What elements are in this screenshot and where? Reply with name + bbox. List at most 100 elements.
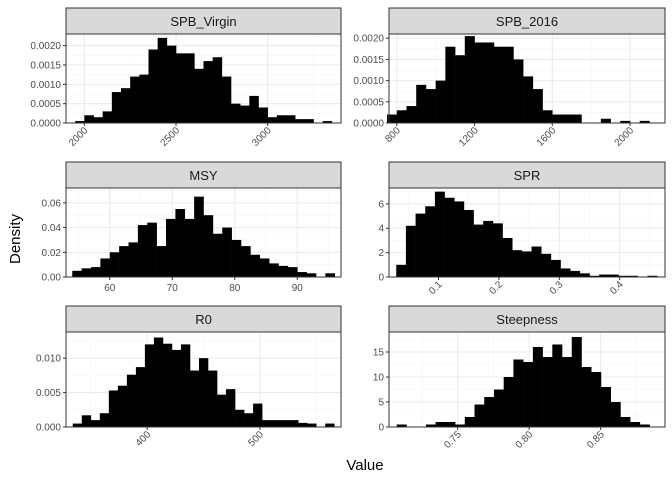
histogram-bar [523, 76, 534, 123]
histogram-bar [100, 258, 111, 277]
histogram-bar [531, 246, 542, 277]
facet-strip-label: SPR [514, 168, 541, 183]
histogram-bar [581, 367, 592, 427]
facet-strip [388, 305, 666, 333]
histogram-bar [90, 420, 101, 427]
histogram-bar [425, 89, 436, 123]
histogram-bar [156, 246, 167, 277]
histogram-bar [600, 387, 611, 427]
y-tick-label: 15 [373, 348, 385, 359]
y-tick-label: 0.0000 [30, 119, 61, 130]
histogram-bar [503, 46, 514, 123]
y-tick-label: 0.0015 [30, 60, 61, 71]
histogram-bar [258, 107, 268, 123]
panel-border [388, 331, 666, 428]
histogram-bar [212, 233, 223, 277]
histogram-bar [406, 106, 417, 123]
histogram-bar [502, 237, 513, 277]
x-tick-label: 70 [167, 283, 179, 294]
histogram-bar [222, 227, 232, 277]
facet-panels: SPB_Virgin0.00000.00050.00100.00150.0020… [30, 7, 666, 451]
histogram-bar [396, 110, 407, 123]
histogram-bar [148, 49, 158, 124]
histogram-bar [639, 424, 650, 427]
histogram-bar [473, 224, 484, 277]
histogram-bar [493, 389, 504, 427]
histogram-bar [484, 397, 495, 427]
x-tick-label: 0.4 [608, 279, 626, 297]
histogram-bar [221, 76, 232, 123]
x-tick-label: 0.2 [487, 279, 505, 297]
histogram-bar [250, 254, 261, 277]
histogram-bar [231, 103, 241, 123]
histogram-bar [618, 275, 629, 277]
y-tick-label: 2 [378, 248, 384, 259]
histogram-bar [493, 46, 504, 123]
histogram-bar [147, 222, 157, 277]
histogram-bar [75, 121, 85, 123]
histogram-bar [444, 197, 455, 277]
y-tick-label: 0.06 [42, 198, 62, 209]
histogram-bar [194, 68, 204, 123]
histogram-bar [435, 422, 446, 427]
histogram-bar [571, 337, 582, 427]
histogram-bar [304, 119, 314, 123]
panel-border [388, 187, 666, 278]
histogram-bar [102, 111, 113, 123]
histogram-bar [81, 268, 92, 277]
histogram-bar [130, 76, 140, 123]
histogram-bar [185, 53, 195, 123]
histogram-bar [99, 413, 110, 427]
histogram-bar [532, 89, 543, 123]
facet-strip-label: MSY [189, 168, 218, 183]
histogram-bar [463, 209, 474, 277]
histogram-bar [325, 423, 335, 427]
x-tick-label: 90 [292, 283, 304, 294]
facet-strip [388, 7, 666, 35]
x-tick-label: 2500 [159, 125, 183, 149]
panel-border [65, 187, 342, 278]
histogram-bar [180, 344, 191, 427]
histogram-bar [194, 196, 204, 277]
histogram-bar [144, 344, 155, 427]
histogram-bar [620, 120, 631, 123]
histogram-bar [550, 259, 561, 277]
x-tick-label: 0.3 [548, 279, 566, 297]
histogram-bar [109, 252, 120, 277]
histogram-bar [289, 420, 299, 427]
histogram-bar [166, 218, 176, 277]
histogram-bar [72, 423, 83, 427]
histogram-bar [137, 225, 148, 277]
histogram-bar [571, 114, 582, 123]
histogram-bar [244, 413, 254, 427]
histogram-bar [325, 273, 336, 277]
x-tick-label: 0.1 [427, 279, 445, 297]
x-tick-label: 2000 [67, 125, 91, 149]
histogram-bar [396, 424, 407, 427]
histogram-bar [513, 359, 524, 427]
histogram-bar [166, 45, 177, 123]
histogram-bar [108, 390, 119, 427]
histogram-bar [405, 225, 416, 277]
histogram-bar [184, 218, 195, 277]
histogram-bar [298, 422, 308, 427]
histogram-bar [562, 357, 573, 427]
histogram-bar [91, 267, 101, 277]
y-tick-label: 0.000 [36, 423, 61, 434]
histogram-bar [416, 84, 427, 123]
histogram-bar [647, 275, 658, 277]
histogram-bar [589, 275, 600, 277]
x-tick-label: 400 [134, 429, 154, 449]
histogram-bar [231, 239, 242, 277]
y-tick-label: 0.0010 [353, 76, 384, 87]
histogram-bar [176, 53, 186, 123]
histogram-bar [608, 274, 619, 277]
y-axis-title: Density [7, 213, 24, 264]
y-tick-label: 6 [378, 199, 384, 210]
histogram-bar [212, 57, 223, 123]
histogram-bar [240, 105, 250, 123]
histogram-bar [434, 191, 445, 277]
histogram-bar [72, 270, 82, 277]
histogram-bar [484, 42, 495, 123]
histogram-bar [217, 394, 227, 427]
